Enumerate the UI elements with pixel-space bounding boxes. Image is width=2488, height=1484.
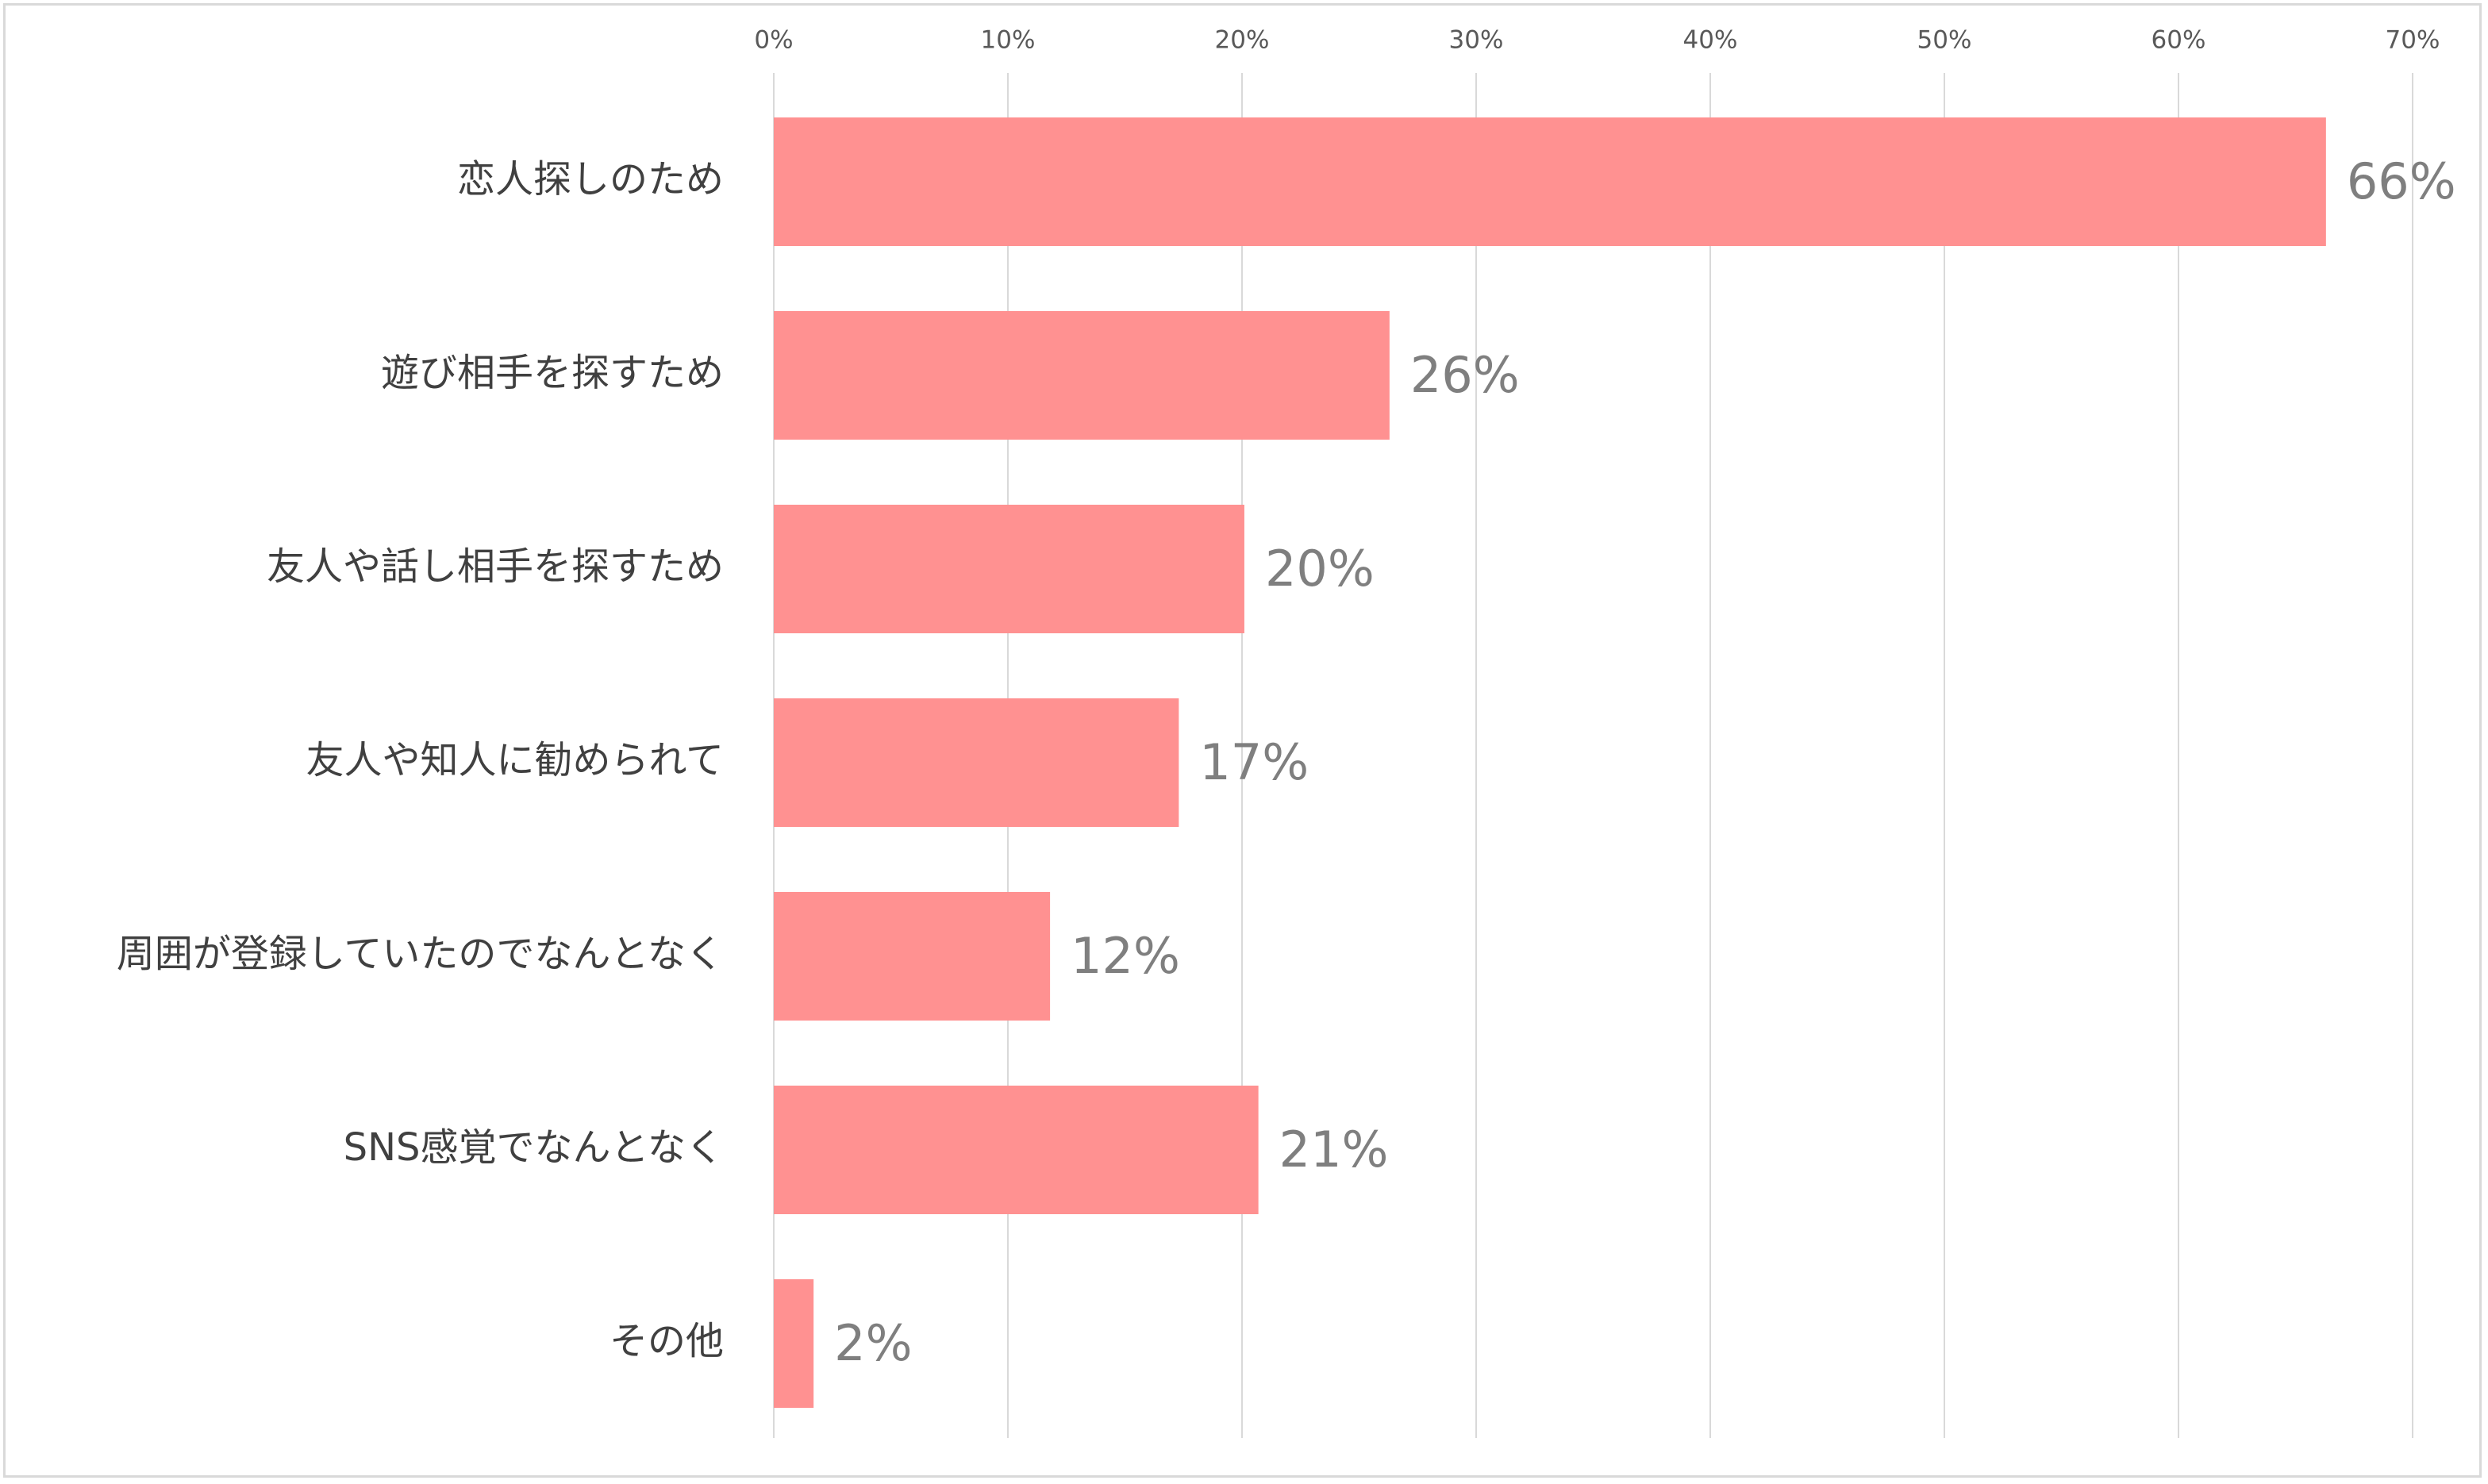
value-label: 21% [1279, 1121, 1389, 1178]
x-tick-label: 40% [1683, 26, 1738, 55]
value-label: 2% [834, 1314, 912, 1372]
x-tick-label: 10% [981, 26, 1036, 55]
category-label: 周囲が登録していたのでなんとなく [117, 932, 724, 976]
x-tick-label: 0% [754, 26, 793, 55]
category-label: 遊び相手を探すため [381, 351, 724, 395]
bar [774, 311, 1390, 440]
bar [774, 1086, 1259, 1214]
x-tick-label: 70% [2386, 26, 2440, 55]
value-label: 17% [1199, 733, 1309, 791]
bars [774, 117, 2326, 1408]
bar [774, 1279, 814, 1408]
x-tick-label: 30% [1449, 26, 1504, 55]
category-label: その他 [610, 1319, 724, 1363]
category-label: 友人や話し相手を探すため [267, 544, 724, 589]
x-tick-label: 50% [1917, 26, 1972, 55]
bar [774, 505, 1244, 633]
x-tick-label: 20% [1215, 26, 1270, 55]
x-tick-label: 60% [2152, 26, 2206, 55]
x-axis-ticks: 0% 10% 20% 30% 40% 50% 60% 70% [754, 26, 2440, 55]
value-label: 66% [2347, 152, 2456, 210]
category-label: 友人や知人に勧められて [306, 738, 724, 782]
bar [774, 698, 1179, 827]
bar [774, 892, 1051, 1021]
bar [774, 117, 2326, 246]
value-labels: 66% 26% 20% 17% 12% 21% 2% [834, 152, 2456, 1372]
value-label: 12% [1071, 927, 1180, 985]
category-labels: 恋人探しのため遊び相手を探すため友人や話し相手を探すため友人や知人に勧められて周… [117, 157, 724, 1363]
value-label: 20% [1265, 540, 1375, 598]
category-label: 恋人探しのため [457, 157, 724, 202]
value-label: 26% [1410, 346, 1520, 404]
category-label: SNS感覚でなんとなく [344, 1125, 724, 1170]
